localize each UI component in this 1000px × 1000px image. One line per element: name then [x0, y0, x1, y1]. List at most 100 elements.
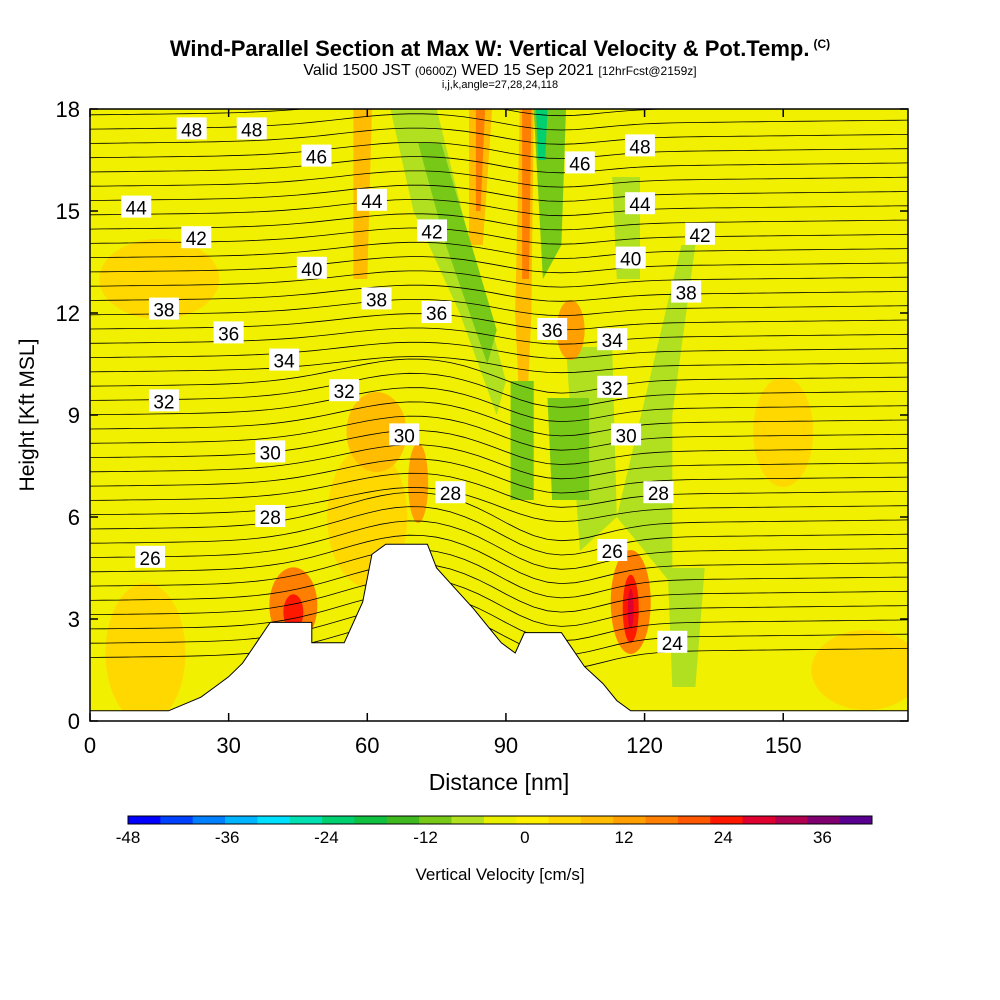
contour-label: 44	[629, 195, 651, 216]
theta-contour	[90, 372, 908, 408]
colorbar-swatch	[742, 816, 776, 824]
colorbar-tick-label: 0	[520, 828, 529, 847]
contour-label-box	[624, 192, 655, 215]
colorbar-tick-label: 12	[615, 828, 634, 847]
contour-label: 34	[602, 331, 624, 352]
contour-label-box	[643, 481, 674, 504]
x-tick-label: 60	[355, 733, 379, 758]
colorbar-tick-label: -36	[215, 828, 240, 847]
contour-label: 36	[426, 304, 447, 325]
contour-label-box	[615, 246, 646, 269]
colorbar-swatch	[677, 816, 711, 824]
x-tick-label: 90	[494, 733, 518, 758]
theta-contour	[90, 113, 908, 131]
contour-label-box	[657, 630, 688, 653]
colorbar-swatch	[192, 816, 226, 824]
colorbar-swatch	[419, 816, 452, 824]
x-tick-label: 30	[216, 733, 240, 758]
colorbar-tick-label: -48	[116, 828, 141, 847]
colorbar-swatch	[322, 816, 355, 824]
theta-contour	[90, 199, 908, 217]
contour-label-box	[148, 389, 179, 412]
downdraft-band	[667, 568, 705, 687]
contour-label-box	[611, 423, 642, 446]
colorbar-swatch	[225, 816, 258, 824]
downdraft-band-core	[536, 109, 548, 160]
valid-time: Valid 1500 JST	[303, 62, 411, 79]
theta-contour	[90, 170, 908, 188]
contour-label: 32	[153, 392, 174, 413]
updraft-cell	[408, 443, 429, 523]
theta-contour	[90, 577, 908, 627]
updraft-column-core	[522, 109, 532, 279]
theta-contour	[90, 401, 908, 437]
contour-label: 28	[440, 484, 461, 505]
theta-contour	[90, 549, 908, 599]
downdraft-band-core	[418, 143, 497, 364]
x-axis: 0 30 60 90 120 150	[84, 109, 802, 758]
y-tick-label: 9	[68, 403, 80, 428]
contour-label: 38	[366, 290, 387, 311]
contour-label-box	[416, 219, 447, 242]
colorbar-swatch	[128, 816, 161, 824]
contour-label: 30	[260, 443, 281, 464]
contour-label-box	[356, 188, 387, 211]
theta-contour	[90, 358, 908, 394]
contour-label-box	[435, 481, 466, 504]
theta-contour	[90, 270, 908, 288]
downdraft-band	[616, 245, 696, 585]
theta-contour	[90, 458, 908, 494]
theta-contour	[90, 284, 908, 302]
x-axis-label: Distance [nm]	[429, 769, 570, 795]
contour-label-box	[121, 195, 152, 218]
contour-label: 48	[629, 137, 650, 158]
colorbar-tick-label: -12	[413, 828, 438, 847]
theta-contour	[90, 142, 908, 159]
contour-label: 38	[153, 301, 174, 322]
y-tick-label: 0	[68, 709, 80, 734]
y-tick-label: 12	[56, 301, 80, 326]
contour-label: 36	[542, 321, 563, 342]
updraft-patch	[346, 392, 407, 472]
contour-label: 32	[602, 379, 623, 400]
theta-contour	[90, 520, 908, 570]
contour-label-box	[148, 297, 179, 320]
contour-label-box	[236, 117, 267, 140]
contour-label-box	[671, 280, 702, 303]
contour-label-box	[213, 321, 244, 344]
contour-label-box	[329, 379, 360, 402]
colorbar-frame	[127, 815, 873, 825]
colorbar-label: Vertical Velocity [cm/s]	[415, 865, 584, 884]
valid-utc: (0600Z)	[414, 64, 457, 78]
theta-contour	[90, 563, 908, 613]
colorbar-swatch	[516, 816, 550, 824]
theta-contour	[90, 415, 908, 451]
contour-label: 32	[334, 382, 355, 403]
theta-contour	[90, 109, 673, 117]
contour-label-box	[296, 256, 327, 279]
y-axis-label: Height [Kft MSL]	[16, 339, 39, 492]
y-tick-label: 18	[56, 97, 80, 122]
grid-indices: i,j,k,angle=27,28,24,118	[441, 79, 559, 91]
theta-contour	[90, 356, 908, 374]
contour-label: 42	[689, 226, 710, 247]
y-tick-label: 3	[68, 607, 80, 632]
colorbar-swatch	[580, 816, 614, 824]
contour-label-box	[564, 151, 595, 174]
updraft-patch	[753, 377, 814, 487]
contour-label-box	[389, 423, 420, 446]
theta-contour	[90, 606, 908, 656]
updraft-patch	[811, 630, 908, 710]
contour-label-box	[537, 318, 568, 340]
colorbar-swatch	[774, 816, 808, 824]
contour-label: 28	[648, 484, 669, 505]
chart-title: Wind-Parallel Section at Max W: Vertical…	[169, 36, 831, 61]
colorbar-swatch	[483, 816, 517, 824]
contour-label-box	[597, 328, 628, 351]
contour-label-box	[301, 144, 332, 167]
updraft-patch	[105, 583, 186, 721]
contour-label-box	[135, 545, 166, 568]
contour-label-box	[181, 226, 212, 249]
